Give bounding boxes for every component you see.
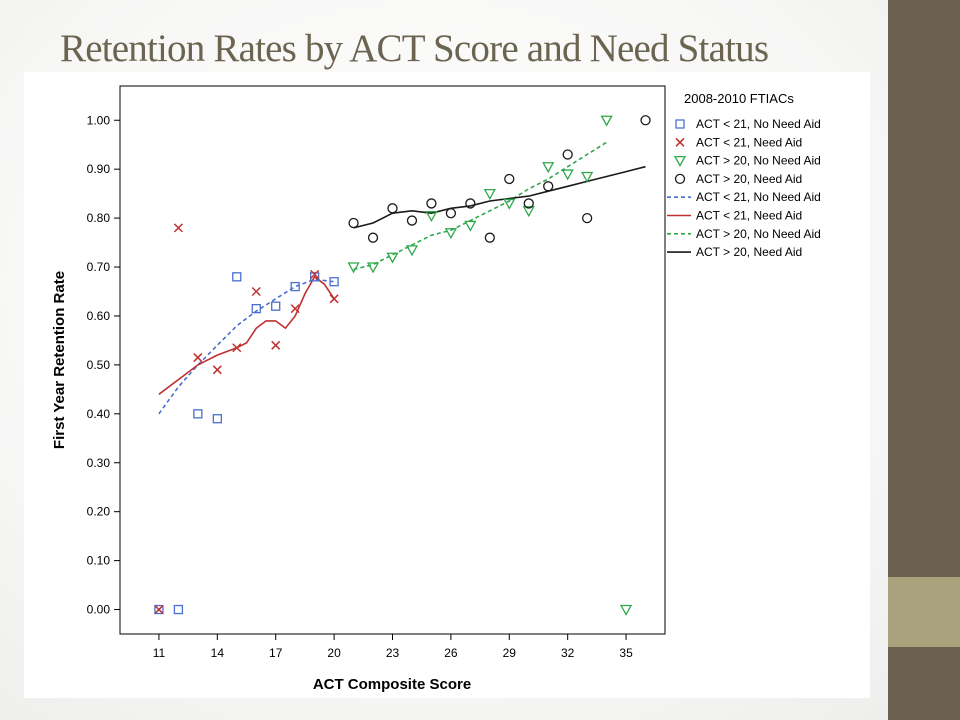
point-act-gt-20-no-need-aid (465, 221, 475, 230)
point-act-gt-20-need-aid (427, 199, 436, 208)
x-tick-label: 17 (269, 646, 283, 660)
legend-marker-act-gt-20-no-need-aid (675, 157, 685, 166)
y-tick-label: 1.00 (87, 113, 111, 127)
point-act-gt-20-no-need-aid (485, 190, 495, 199)
point-act-gt-20-no-need-aid (388, 253, 398, 262)
point-act-lt-21-no-need-aid (174, 606, 182, 614)
legend-label: ACT < 21, Need Aid (696, 135, 802, 149)
point-act-lt-21-need-aid (213, 366, 221, 374)
y-tick-label: 0.30 (87, 456, 111, 470)
legend-label: ACT > 20, No Need Aid (696, 154, 821, 168)
legend-marker-act-lt-21-need-aid (676, 138, 684, 146)
point-act-gt-20-no-need-aid (602, 116, 612, 125)
x-tick-label: 11 (153, 646, 166, 660)
x-tick-label: 32 (561, 646, 575, 660)
legend: 2008-2010 FTIACs ACT < 21, No Need Aid AC… (667, 91, 821, 259)
legend-label: ACT > 20, Need Aid (696, 245, 802, 259)
fit-line-act-lt-21-no-need-aid (159, 279, 334, 414)
y-tick-label: 0.50 (87, 358, 111, 372)
fit-line-act-lt-21-need-aid (159, 277, 334, 395)
y-axis-title: First Year Retention Rate (51, 271, 68, 449)
point-act-lt-21-need-aid (272, 341, 280, 349)
y-tick-label: 0.90 (87, 162, 111, 176)
point-act-gt-20-no-need-aid (349, 263, 359, 272)
point-act-gt-20-no-need-aid (563, 170, 573, 179)
retention-scatter-chart: 0.00 0.10 0.20 0.30 0.40 0.50 0.60 0.70 0.80 0.90… (24, 72, 870, 698)
point-act-gt-20-need-aid (641, 116, 650, 125)
point-act-gt-20-need-aid (505, 174, 514, 183)
legend-label: ACT < 21, Need Aid (696, 209, 802, 223)
point-act-lt-21-no-need-aid (272, 302, 280, 310)
x-tick-label: 20 (327, 646, 341, 660)
legend-label: ACT > 20, No Need Aid (696, 227, 821, 241)
legend-label: ACT < 21, No Need Aid (696, 117, 821, 131)
fit-line-act-gt-20-need-aid (354, 167, 646, 228)
point-act-gt-20-no-need-aid (621, 606, 631, 615)
point-act-lt-21-need-aid (233, 344, 241, 352)
point-act-gt-20-need-aid (583, 214, 592, 223)
x-tick-label: 23 (386, 646, 400, 660)
point-act-gt-20-need-aid (446, 209, 455, 218)
fit-line-act-gt-20-no-need-aid (354, 142, 607, 269)
point-act-gt-20-need-aid (544, 182, 553, 191)
point-act-gt-20-no-need-aid (543, 163, 553, 172)
point-act-lt-21-need-aid (155, 606, 163, 614)
point-act-gt-20-need-aid (388, 204, 397, 213)
legend-label: ACT < 21, No Need Aid (696, 190, 821, 204)
point-act-gt-20-need-aid (407, 216, 416, 225)
y-tick-label: 0.10 (87, 554, 111, 568)
point-act-gt-20-no-need-aid (368, 263, 378, 272)
point-act-lt-21-need-aid (252, 288, 260, 296)
point-act-lt-21-no-need-aid (194, 410, 202, 418)
point-act-lt-21-need-aid (330, 295, 338, 303)
legend-marker-act-gt-20-need-aid (676, 174, 685, 183)
y-tick-label: 0.60 (87, 309, 111, 323)
slide-title: Retention Rates by ACT Score and Need St… (60, 26, 768, 71)
legend-label: ACT > 20, Need Aid (696, 172, 802, 186)
point-act-gt-20-need-aid (563, 150, 572, 159)
y-tick-label: 0.80 (87, 211, 111, 225)
point-act-gt-20-need-aid (369, 233, 378, 242)
y-tick-label: 0.20 (87, 505, 111, 519)
plot-area-frame (120, 86, 665, 634)
point-act-gt-20-need-aid (349, 219, 358, 228)
point-act-lt-21-need-aid (174, 224, 182, 232)
legend-marker-act-lt-21-no-need-aid (676, 120, 684, 128)
point-act-gt-20-need-aid (485, 233, 494, 242)
y-tick-label: 0.40 (87, 407, 111, 421)
point-act-lt-21-no-need-aid (233, 273, 241, 281)
y-tick-label: 0.70 (87, 260, 111, 274)
point-act-lt-21-no-need-aid (213, 415, 221, 423)
x-tick-label: 35 (619, 646, 633, 660)
x-tick-label: 26 (444, 646, 458, 660)
x-tick-label: 14 (211, 646, 225, 660)
chart-panel: 0.00 0.10 0.20 0.30 0.40 0.50 0.60 0.70 0.80 0.90… (24, 72, 870, 698)
x-axis-title: ACT Composite Score (313, 676, 471, 693)
x-tick-label: 29 (503, 646, 517, 660)
legend-title: 2008-2010 FTIACs (684, 91, 794, 106)
point-act-lt-21-no-need-aid (291, 283, 299, 291)
y-tick-label: 0.00 (87, 603, 111, 617)
point-act-lt-21-need-aid (194, 354, 202, 362)
sidebar-decoration-light (888, 577, 960, 647)
